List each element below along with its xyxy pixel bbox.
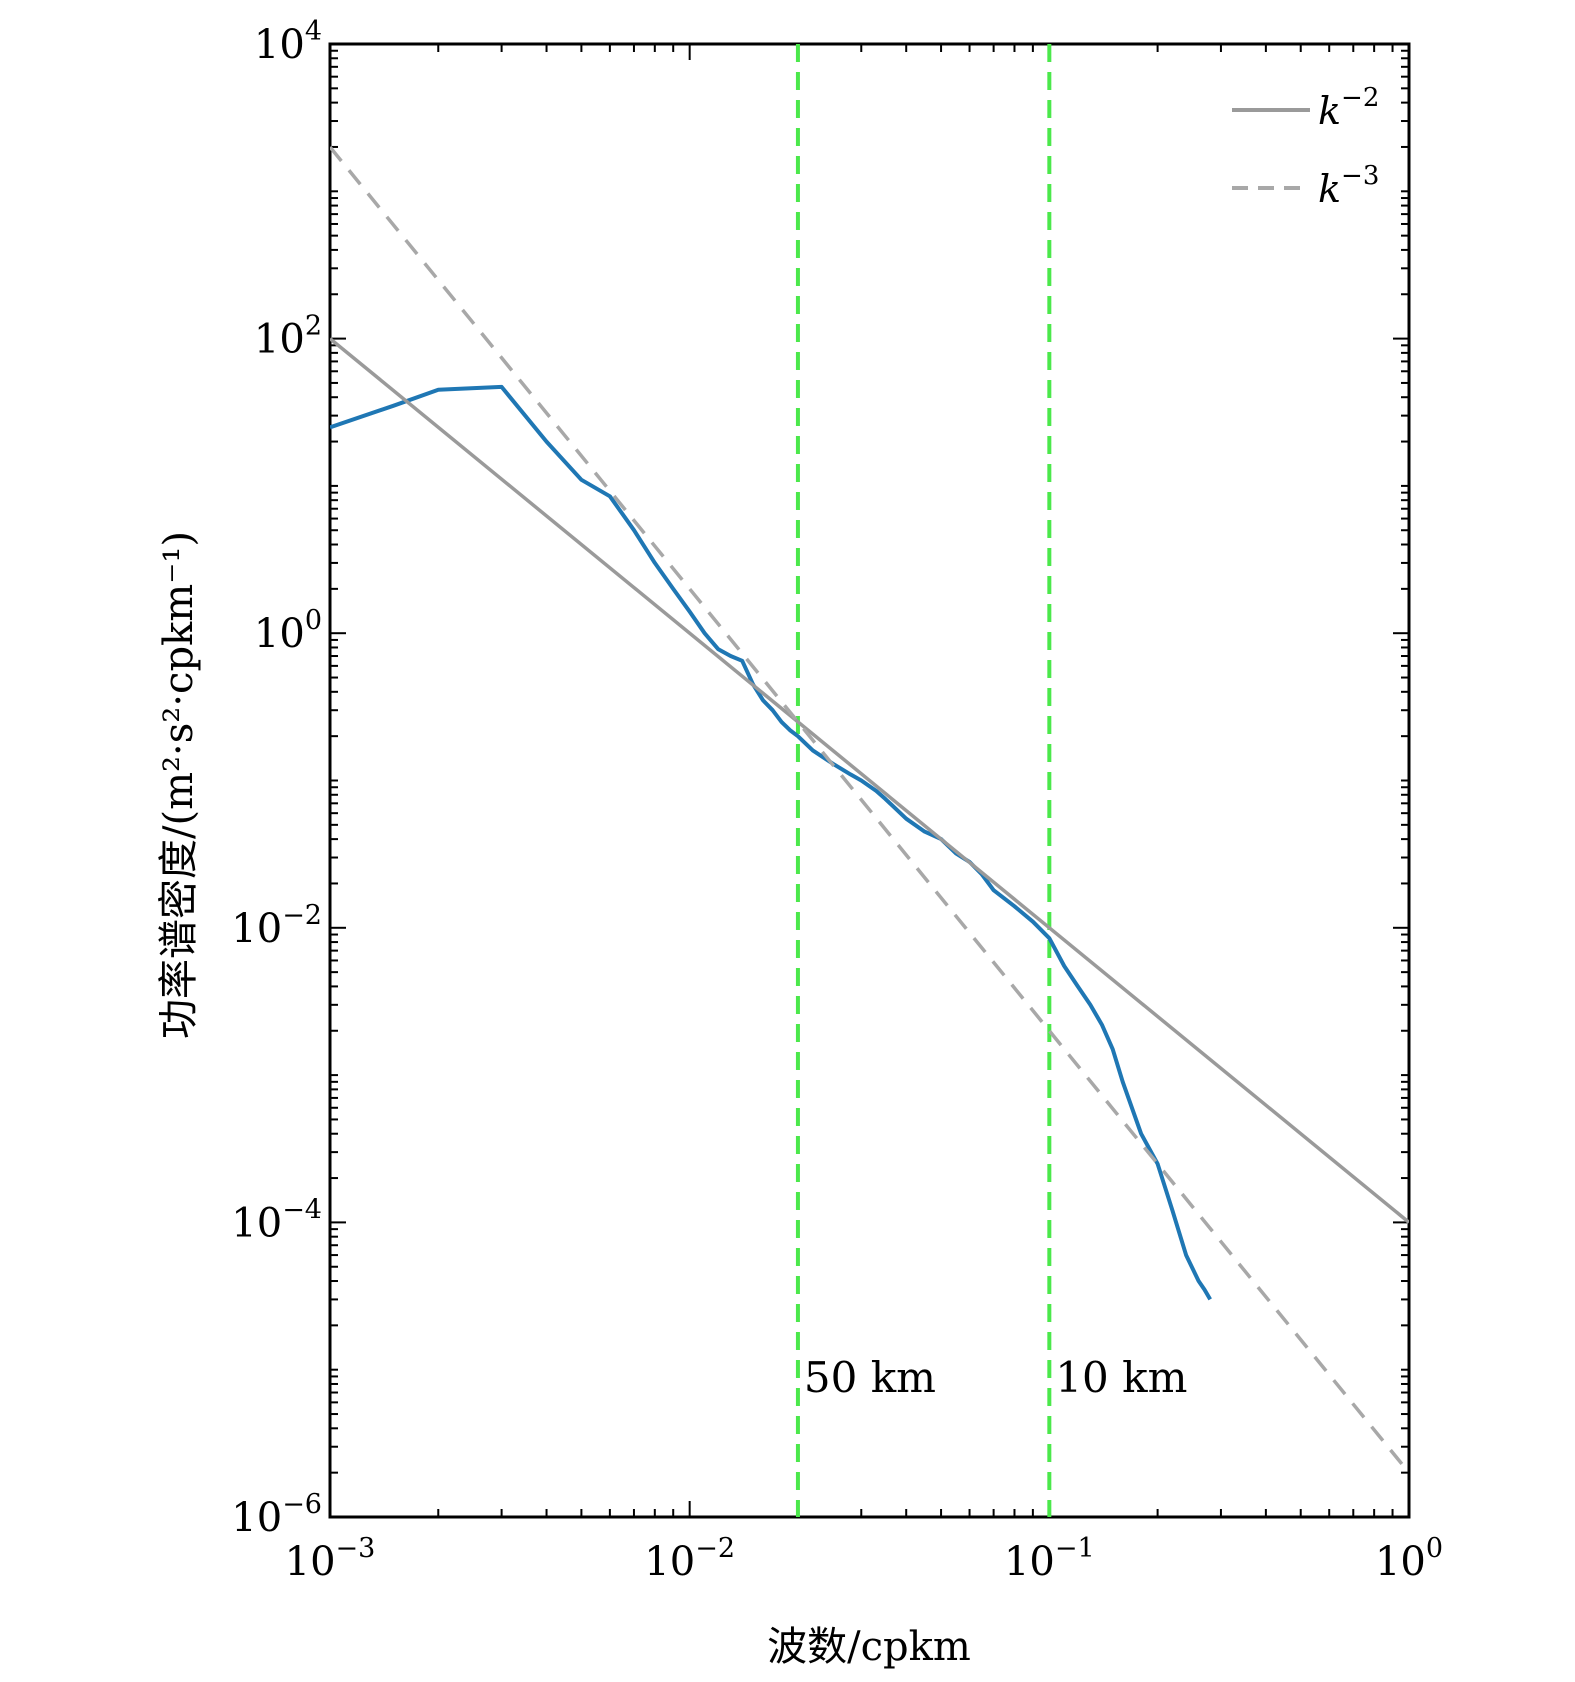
series-layer bbox=[330, 145, 1409, 1474]
y-tick-label: 10−4 bbox=[231, 1194, 322, 1246]
series-line bbox=[330, 384, 1212, 1301]
legend: k−2 k−3 bbox=[1232, 83, 1379, 211]
y-tick-label: 10−2 bbox=[231, 900, 322, 952]
reference-lines: 50 km 10 km bbox=[795, 44, 1187, 1517]
series-line bbox=[330, 337, 1409, 1224]
y-tick-label: 10−6 bbox=[231, 1489, 322, 1541]
x-axis-title: 波数/cpkm bbox=[767, 1624, 971, 1670]
y-axis-title: 功率谱密度/(m²·s²·cpkm⁻¹) bbox=[156, 531, 202, 1039]
legend-label: k−3 bbox=[1318, 161, 1379, 211]
reference-line-label: 50 km bbox=[804, 1353, 936, 1402]
y-tick-label: 104 bbox=[254, 16, 322, 68]
reference-line-label: 10 km bbox=[1055, 1353, 1187, 1402]
x-tick-label: 10−2 bbox=[644, 1533, 735, 1585]
legend-label: k−2 bbox=[1318, 83, 1379, 133]
y-tick-label: 102 bbox=[254, 311, 322, 363]
y-tick-label: 100 bbox=[254, 605, 322, 657]
axis-ticks bbox=[329, 44, 1409, 1518]
series-line bbox=[330, 145, 1409, 1474]
x-tick-label: 10−1 bbox=[1004, 1533, 1095, 1585]
x-tick-label: 10−3 bbox=[285, 1533, 376, 1585]
tick-labels: 10−3 10−2 10−1 100 10−6 10−4 10−2 100 102 104 bbox=[231, 16, 1443, 1585]
x-tick-label: 100 bbox=[1375, 1533, 1443, 1585]
